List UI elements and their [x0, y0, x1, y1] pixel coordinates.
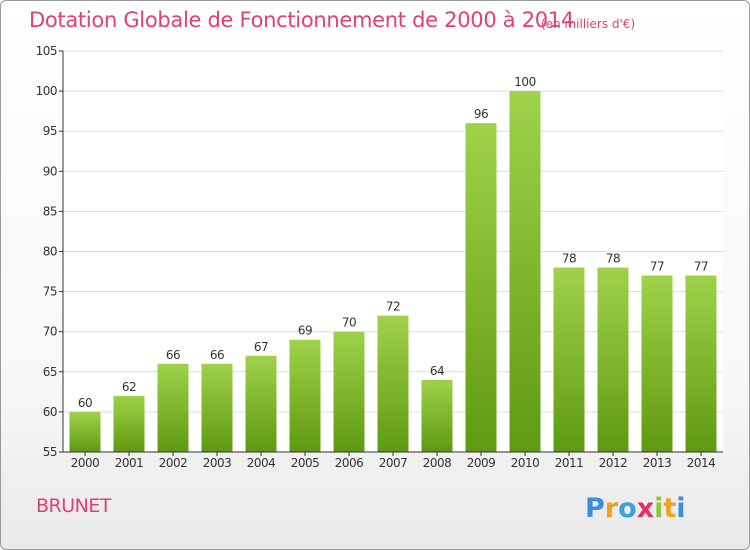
y-tick-label: 80: [43, 245, 57, 259]
y-tick-label: 65: [43, 365, 57, 379]
x-tick-label: 2014: [687, 456, 716, 470]
x-tick-label: 2013: [643, 456, 672, 470]
bar-value-label: 100: [514, 75, 535, 89]
x-tick-label: 2003: [203, 456, 232, 470]
bar: [113, 395, 145, 452]
bar-value-label: 78: [606, 252, 620, 266]
y-tick-label: 100: [36, 84, 57, 98]
bar-value-label: 60: [78, 396, 92, 410]
bar: [421, 379, 453, 452]
bar-value-label: 64: [430, 364, 444, 378]
bar: [509, 91, 541, 452]
y-tick-label: 70: [43, 325, 57, 339]
bar-value-label: 62: [122, 380, 136, 394]
bar: [465, 123, 497, 453]
x-tick-label: 2009: [467, 456, 496, 470]
x-tick-label: 2007: [379, 456, 408, 470]
x-tick-label: 2008: [423, 456, 452, 470]
x-tick-label: 2005: [291, 456, 320, 470]
y-tick-label: 75: [43, 285, 57, 299]
bar: [685, 275, 717, 452]
y-tick-label: 55: [43, 445, 57, 459]
y-tick-label: 90: [43, 164, 57, 178]
bar-value-label: 77: [650, 260, 664, 274]
bar: [641, 275, 673, 452]
bar-value-label: 70: [342, 316, 356, 330]
bar: [69, 411, 101, 452]
y-tick-label: 95: [43, 124, 57, 138]
bar-value-label: 66: [210, 348, 224, 362]
chart-title: Dotation Globale de Fonctionnement de 20…: [29, 8, 574, 32]
commune-name: BRUNET: [36, 495, 111, 517]
bar-value-label: 72: [386, 300, 400, 314]
bar-value-label: 77: [694, 260, 708, 274]
bar: [201, 363, 233, 452]
bar-value-label: 78: [562, 252, 576, 266]
bar: [597, 267, 629, 452]
bar: [157, 363, 189, 452]
proxiti-logo: Proxiti: [585, 493, 686, 524]
bar: [333, 331, 365, 452]
x-tick-label: 2001: [115, 456, 144, 470]
bar: [553, 267, 585, 452]
x-tick-label: 2006: [335, 456, 364, 470]
bar: [289, 339, 321, 452]
bar-value-label: 96: [474, 107, 488, 121]
bar: [245, 355, 277, 452]
bar-value-label: 69: [298, 324, 312, 338]
svg-text:Proxiti: Proxiti: [585, 493, 686, 524]
x-tick-label: 2010: [511, 456, 540, 470]
y-tick-label: 85: [43, 204, 57, 218]
x-tick-label: 2012: [599, 456, 628, 470]
bar: [377, 315, 409, 452]
y-tick-label: 105: [36, 44, 57, 58]
x-tick-label: 2011: [555, 456, 584, 470]
y-tick-label: 60: [43, 405, 57, 419]
x-tick-label: 2002: [159, 456, 188, 470]
bar-value-label: 66: [166, 348, 180, 362]
bar-value-label: 67: [254, 340, 268, 354]
chart-unit: (en milliers d'€): [541, 17, 636, 31]
x-tick-label: 2004: [247, 456, 276, 470]
x-tick-label: 2000: [71, 456, 100, 470]
